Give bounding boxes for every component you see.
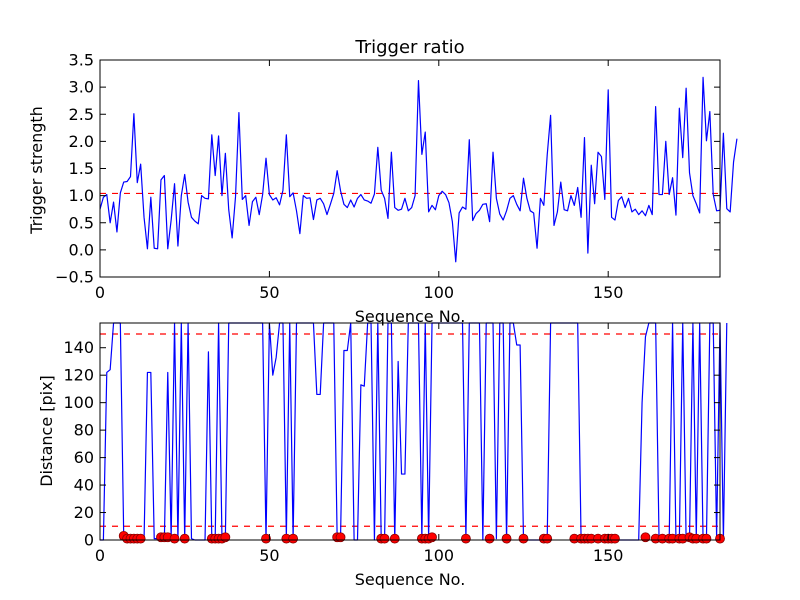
plot-frame	[99, 322, 721, 541]
x-tick-label: 0	[95, 546, 105, 565]
data-point-marker	[701, 533, 712, 544]
x-tick-label: 100	[424, 546, 455, 565]
y-tick-label: 3.5	[69, 51, 94, 70]
y-tick-label: 0.5	[69, 213, 94, 232]
x-tick-label: 50	[259, 283, 279, 302]
x-axis-label: Sequence No.	[355, 307, 466, 326]
y-tick-label: 120	[63, 366, 94, 385]
series-line-0	[99, 76, 738, 263]
y-tick-label: 3.0	[69, 78, 94, 97]
y-tick-label: 60	[74, 448, 94, 467]
y-tick-label: 20	[74, 503, 94, 522]
data-point-marker	[461, 533, 471, 544]
data-point-marker	[288, 533, 299, 544]
plot-frame	[99, 59, 721, 278]
y-tick-label: 0.0	[69, 240, 94, 259]
data-point-marker	[135, 533, 146, 544]
y-tick-label: 1.5	[69, 159, 94, 178]
data-point-marker	[389, 533, 400, 544]
x-tick-label: 100	[424, 283, 455, 302]
y-axis-label: Distance [pix]	[37, 375, 56, 487]
data-point-marker	[179, 533, 190, 544]
x-axis-label: Sequence No.	[355, 570, 466, 589]
y-tick-label: 1.0	[69, 186, 94, 205]
y-tick-label: 2.5	[69, 105, 94, 124]
distance-chart: Distance [pix] Sequence No. 0 50 100 150 0 20…	[37, 322, 728, 589]
series-line-0	[100, 322, 728, 541]
data-point-marker	[261, 533, 271, 544]
data-point-marker	[610, 533, 620, 544]
y-tick-label: −0.5	[55, 268, 94, 287]
data-point-marker	[501, 533, 512, 544]
x-tick-label: 150	[593, 546, 624, 565]
data-point-marker	[379, 533, 390, 544]
y-tick-label: 0	[84, 531, 94, 550]
y-axis-label: Trigger strength	[27, 106, 46, 235]
x-tick-label: 50	[259, 546, 279, 565]
x-tick-label: 0	[95, 283, 105, 302]
y-tick-label: 40	[74, 476, 94, 495]
y-tick-label: 100	[63, 393, 94, 412]
y-tick-label: 80	[74, 421, 94, 440]
chart-title: Trigger ratio	[354, 37, 464, 58]
data-point-marker	[169, 533, 180, 544]
data-point-marker	[484, 533, 495, 544]
y-tick-label: 140	[63, 338, 94, 357]
data-point-marker	[542, 533, 553, 544]
trigger-ratio-chart: Trigger ratio Trigger strength Sequence …	[27, 37, 738, 326]
data-point-marker	[518, 533, 529, 544]
y-tick-label: 2.0	[69, 132, 94, 151]
x-tick-label: 150	[593, 283, 624, 302]
